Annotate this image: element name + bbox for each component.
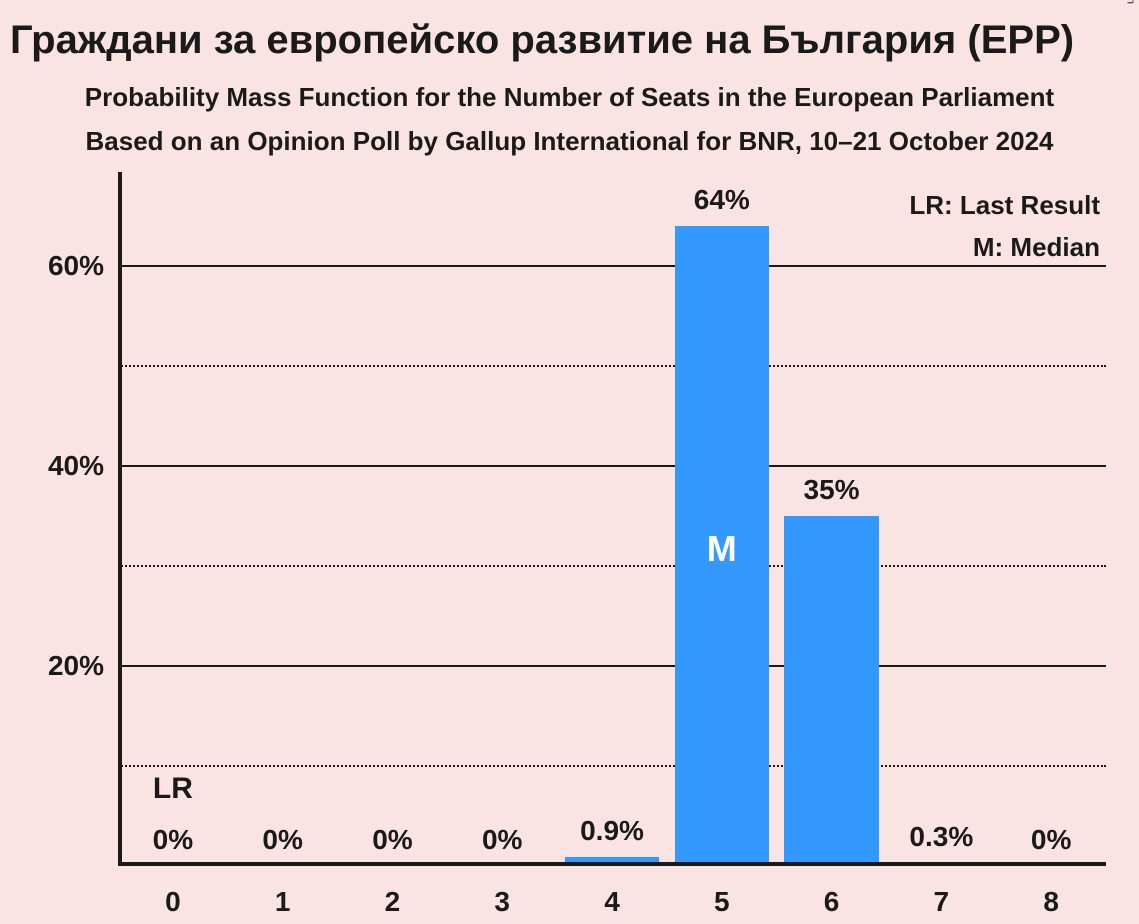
x-tick-label: 3 xyxy=(494,886,510,918)
x-tick-label: 7 xyxy=(934,886,950,918)
x-tick-label: 8 xyxy=(1043,886,1059,918)
chart-title: Граждани за европейско развитие на Бълга… xyxy=(10,18,1074,63)
chart-subtitle-1: Probability Mass Function for the Number… xyxy=(85,82,1054,113)
x-axis xyxy=(118,862,1106,866)
gridline-minor xyxy=(118,565,1106,567)
gridline-major xyxy=(118,465,1106,467)
marker-median: M xyxy=(707,528,737,570)
bar-value-label: 0% xyxy=(153,824,193,856)
plot-area: 0% 0% 0% 0% 0.9% 64% 35% 0.3% 0% LR M xyxy=(118,186,1106,866)
gridline-minor xyxy=(118,765,1106,767)
y-tick-label: 40% xyxy=(48,450,104,482)
bar-value-label: 0% xyxy=(262,824,302,856)
gridline-major xyxy=(118,265,1106,267)
copyright-text: © 2024 Filip van Laenen xyxy=(1124,0,1136,4)
legend-last-result: LR: Last Result xyxy=(909,190,1100,221)
bar-value-label: 0% xyxy=(1031,824,1071,856)
marker-last-result: LR xyxy=(153,772,193,806)
bar-value-label: 0% xyxy=(372,824,412,856)
bar xyxy=(784,516,878,866)
bar-value-label: 0% xyxy=(482,824,522,856)
chart-subtitle-2: Based on an Opinion Poll by Gallup Inter… xyxy=(86,126,1054,157)
x-tick-label: 0 xyxy=(165,886,181,918)
x-tick-label: 6 xyxy=(824,886,840,918)
y-axis xyxy=(118,172,122,866)
y-tick-label: 60% xyxy=(48,250,104,282)
bar-value-label: 35% xyxy=(804,474,860,506)
x-tick-label: 2 xyxy=(385,886,401,918)
chart-canvas: Граждани за европейско развитие на Бълга… xyxy=(0,0,1139,924)
bar-value-label: 64% xyxy=(694,184,750,216)
bar-value-label: 0.3% xyxy=(909,821,973,853)
x-tick-label: 1 xyxy=(275,886,291,918)
y-tick-label: 20% xyxy=(48,650,104,682)
x-tick-label: 5 xyxy=(714,886,730,918)
legend-median: M: Median xyxy=(973,232,1100,263)
x-tick-label: 4 xyxy=(604,886,620,918)
bar-value-label: 0.9% xyxy=(580,815,644,847)
gridline-major xyxy=(118,665,1106,667)
gridline-minor xyxy=(118,365,1106,367)
